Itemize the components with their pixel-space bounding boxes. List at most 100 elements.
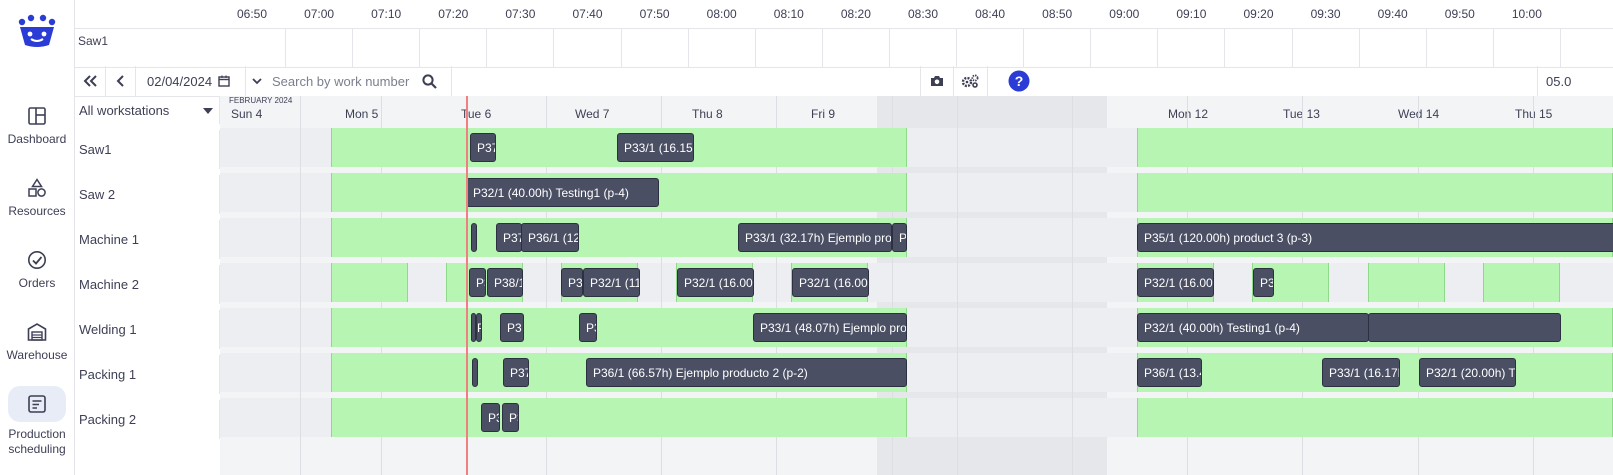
hour-timeline-header: 06:50 07:00 07:10 07:20 07:30 07:40 07:50 08:00…	[75, 0, 1613, 28]
task-block[interactable]: P3	[561, 268, 583, 297]
task-block[interactable]: P36/1 (13.4	[1137, 358, 1202, 387]
task-block[interactable]: P32/1 (16.00h	[792, 268, 869, 297]
task-block[interactable]: P37	[503, 358, 529, 387]
task-block[interactable]: P32/1 (40.00h) Testing1 (p-4)	[466, 178, 659, 207]
workstation-label[interactable]: Saw 2	[75, 175, 220, 214]
hour-gridline	[821, 29, 823, 67]
hour-gridline	[486, 29, 488, 67]
jump-back-button[interactable]	[75, 66, 106, 96]
task-block[interactable]: P3	[502, 403, 519, 432]
help-button[interactable]: ?	[1005, 66, 1033, 96]
date-field[interactable]: 02/04/2024	[135, 66, 246, 96]
nav-warehouse-label: Warehouse	[6, 348, 68, 362]
task-block[interactable]: P3	[1253, 268, 1274, 297]
task-block[interactable]: P32/1 (16.00h	[1137, 268, 1214, 297]
current-time-line	[466, 96, 468, 475]
nav-orders[interactable]: Orders	[0, 250, 74, 291]
hour-gridline	[1291, 29, 1293, 67]
day-label: Tue 13	[1283, 107, 1320, 121]
work-number-search	[247, 66, 452, 96]
search-icon[interactable]	[422, 73, 437, 89]
workstation-label[interactable]: Machine 1	[75, 220, 220, 259]
resources-icon	[28, 178, 46, 197]
workstation-label[interactable]: Saw1	[75, 130, 220, 169]
workstation-label[interactable]: Machine 2	[75, 265, 220, 304]
task-block[interactable]	[471, 313, 476, 342]
task-block[interactable]: P32/1 (20.00h) Te	[1419, 358, 1516, 387]
hour-tick-label: 07:50	[639, 7, 670, 21]
workstation-label[interactable]: Packing 1	[75, 355, 220, 394]
day-label: Fri 9	[811, 107, 835, 121]
task-block[interactable]: P37	[470, 133, 496, 162]
hour-tick-label: 10:00	[1511, 7, 1542, 21]
hour-gridline	[1559, 29, 1561, 67]
task-block[interactable]: P33/1 (16.15h	[617, 133, 694, 162]
task-block[interactable]: P3	[500, 313, 524, 342]
task-block[interactable]: P38/1	[487, 268, 523, 297]
chevron-down-icon[interactable]	[252, 77, 262, 85]
working-time-block	[1368, 263, 1445, 302]
hour-tick-label: 09:20	[1243, 7, 1274, 21]
snapshot-button[interactable]	[920, 66, 954, 96]
task-block[interactable]: P3	[469, 268, 486, 297]
task-block[interactable]: P37	[496, 223, 522, 252]
gears-icon	[961, 74, 978, 88]
task-block[interactable]: P33/1 (16.17h	[1322, 358, 1400, 387]
hour-tick-label: 08:20	[840, 7, 871, 21]
nav-dashboard-label: Dashboard	[7, 132, 67, 146]
previous-button[interactable]	[105, 66, 136, 96]
day-gridline	[1072, 96, 1073, 475]
day-gridline	[776, 96, 777, 475]
calendar-icon[interactable]	[218, 75, 230, 87]
working-time-block	[1137, 128, 1613, 167]
nav-warehouse[interactable]: Warehouse	[0, 322, 74, 363]
zoom-readout: 05.0	[1537, 66, 1613, 96]
task-block[interactable]: P3	[892, 223, 907, 252]
workstation-label[interactable]: Packing 2	[75, 400, 220, 439]
hour-tick-label: 07:30	[505, 7, 536, 21]
search-input[interactable]	[262, 73, 422, 89]
task-block[interactable]: P36/1 (12	[521, 223, 579, 252]
camera-icon	[931, 76, 943, 86]
workstation-label[interactable]: Welding 1	[75, 310, 220, 349]
side-navigation: Dashboard Resources Orders Warehouse	[0, 0, 75, 475]
day-gridline	[957, 96, 958, 475]
task-block[interactable]: P33/1 (32.02h) Ejemplo pro	[579, 313, 597, 342]
nav-resources[interactable]: Resources	[0, 178, 74, 219]
day-gridline	[661, 96, 662, 475]
task-block[interactable]: P3	[481, 403, 500, 432]
hour-tick-label: 06:50	[236, 7, 268, 21]
hour-gridline	[1023, 29, 1025, 67]
hour-gridline	[285, 29, 286, 67]
workstation-filter-select[interactable]: All workstations	[75, 96, 220, 124]
task-block[interactable]: P32/1 (40.00h) Testing1 (p-4)	[1137, 313, 1369, 342]
hour-gridline	[1425, 29, 1427, 67]
nav-dashboard[interactable]: Dashboard	[0, 106, 74, 147]
task-block[interactable]: P32/1 (16.00h	[677, 268, 754, 297]
hour-gridline	[956, 29, 957, 67]
day-label: Wed 7	[575, 107, 610, 121]
task-block[interactable]: P35/1 (120.00h) product 3 (p-3)	[1137, 223, 1613, 252]
task-block[interactable]: P33/1 (48.07h) Ejemplo producto 2 (p-2)	[753, 313, 907, 342]
nav-production-scheduling[interactable]: Production scheduling	[0, 386, 74, 457]
hour-gridline	[754, 29, 756, 67]
crown-logo-icon[interactable]	[17, 14, 57, 48]
hour-row-workstation-label: Saw1	[78, 34, 109, 48]
hour-gridline	[1358, 29, 1360, 67]
svg-text:?: ?	[1015, 73, 1024, 89]
task-block[interactable]	[1368, 313, 1561, 342]
task-block[interactable]: P32/1 (11	[583, 268, 640, 297]
task-block[interactable]: P36/1 (66.57h) Ejemplo producto 2 (p-2)	[586, 358, 907, 387]
task-block[interactable]: P37	[476, 313, 482, 342]
hour-gridline	[687, 29, 689, 67]
hour-gridline	[419, 29, 421, 67]
task-block[interactable]: P33/1 (32.17h) Ejemplo pro	[738, 223, 892, 252]
task-block[interactable]	[472, 358, 478, 387]
working-time-block	[331, 263, 408, 302]
settings-button[interactable]	[952, 66, 988, 96]
chevron-left-icon	[116, 75, 124, 87]
hour-tick-label: 08:40	[975, 7, 1006, 21]
hour-tick-label: 07:40	[572, 7, 603, 21]
hour-gridline	[1224, 29, 1226, 67]
task-block[interactable]	[471, 223, 477, 252]
